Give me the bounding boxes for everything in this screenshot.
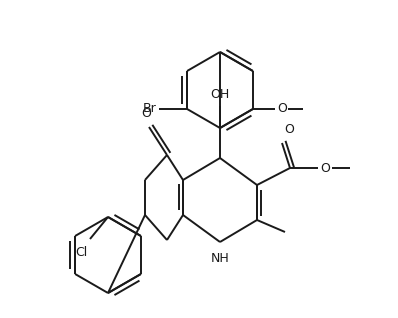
Text: Br: Br <box>142 102 156 115</box>
Text: O: O <box>141 107 151 120</box>
Text: O: O <box>277 102 287 115</box>
Text: O: O <box>320 162 330 175</box>
Text: Cl: Cl <box>76 246 88 259</box>
Text: NH: NH <box>211 252 229 265</box>
Text: OH: OH <box>211 88 230 101</box>
Text: O: O <box>284 123 294 136</box>
